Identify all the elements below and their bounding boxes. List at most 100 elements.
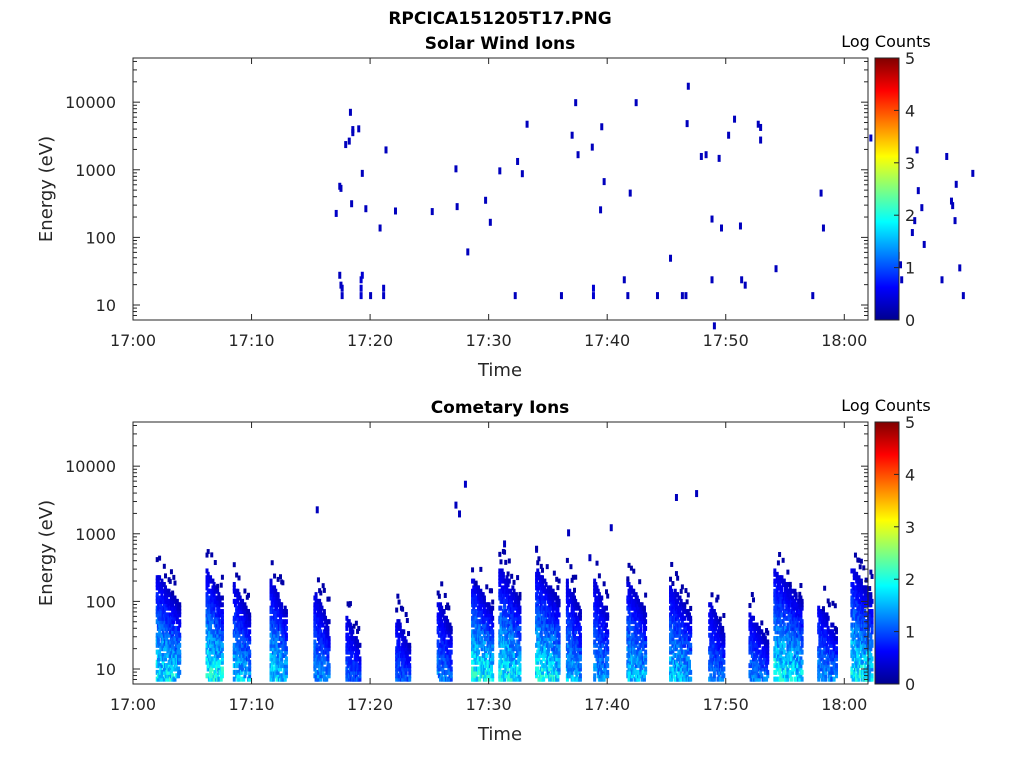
count-cell	[776, 560, 780, 566]
count-cell	[597, 625, 601, 631]
count-cell	[210, 642, 214, 648]
count-cell	[795, 612, 799, 618]
count-cell	[631, 619, 635, 625]
count-cell	[567, 649, 571, 655]
count-cell	[244, 669, 248, 675]
count-cell	[689, 619, 693, 625]
count-cell	[600, 663, 604, 669]
count-cell	[178, 622, 182, 628]
count-cell	[683, 609, 687, 615]
count-cell	[699, 152, 703, 160]
count-cell	[626, 652, 630, 658]
count-cell	[168, 676, 172, 682]
count-cell	[270, 588, 274, 594]
count-cell	[685, 632, 689, 638]
count-cell	[776, 652, 780, 658]
count-cell	[485, 636, 489, 642]
count-cell	[212, 581, 216, 587]
count-cell	[600, 639, 604, 645]
count-cell	[570, 663, 574, 669]
count-cell	[442, 636, 446, 642]
count-cell	[644, 642, 648, 648]
count-cell	[162, 676, 166, 682]
count-cell	[722, 632, 726, 638]
count-cell	[551, 642, 555, 648]
count-cell	[578, 663, 582, 669]
count-cell	[709, 656, 713, 662]
count-cell	[506, 642, 510, 648]
count-cell	[766, 656, 770, 662]
count-cell	[536, 585, 540, 591]
count-cell	[817, 649, 821, 655]
count-cell	[403, 676, 407, 682]
count-cell	[574, 99, 578, 107]
count-cell	[443, 673, 447, 679]
count-cell	[628, 592, 632, 598]
count-cell	[241, 663, 245, 669]
count-cell	[590, 143, 594, 151]
count-cell	[557, 632, 561, 638]
count-cell	[500, 659, 504, 665]
count-cell	[518, 605, 522, 611]
count-cell	[313, 625, 317, 631]
count-cell	[536, 622, 540, 628]
count-cell	[156, 659, 160, 665]
count-cell	[639, 629, 643, 635]
count-cell	[721, 676, 725, 682]
count-cell	[557, 666, 561, 672]
count-cell	[669, 622, 673, 628]
count-cell	[345, 622, 349, 628]
count-cell	[779, 632, 783, 638]
count-cell	[852, 673, 856, 679]
count-cell	[478, 676, 482, 682]
count-cell	[749, 632, 753, 638]
count-cell	[269, 619, 273, 625]
count-cell	[475, 676, 479, 682]
count-cell	[319, 602, 323, 608]
count-cell	[536, 588, 540, 594]
count-cell	[242, 652, 246, 658]
count-cell	[487, 602, 491, 608]
count-cell	[220, 574, 224, 580]
count-cell	[448, 622, 452, 628]
count-cell	[722, 652, 726, 658]
count-cell	[499, 559, 503, 565]
count-cell	[669, 619, 673, 625]
count-cell	[817, 669, 821, 675]
count-cell	[315, 646, 319, 652]
count-cell	[168, 592, 172, 598]
count-cell	[546, 585, 550, 591]
count-cell	[242, 619, 246, 625]
count-cell	[321, 669, 325, 675]
count-cell	[178, 669, 182, 675]
count-cell	[232, 656, 236, 662]
count-cell	[518, 669, 522, 675]
count-cell	[627, 622, 631, 628]
count-cell	[599, 666, 603, 672]
count-cell	[544, 663, 548, 669]
count-cell	[674, 646, 678, 652]
count-cell	[773, 588, 777, 594]
count-cell	[171, 646, 175, 652]
count-cell	[485, 584, 489, 590]
panel-cometary: Cometary Ions 17:00 17:10 17:20 17:30 17:40 1…	[36, 396, 931, 745]
count-cell	[238, 646, 242, 652]
count-cell	[753, 663, 757, 669]
count-cell	[491, 629, 495, 635]
count-cell	[487, 642, 491, 648]
count-cell	[327, 639, 331, 645]
count-cell	[717, 673, 721, 679]
count-cell	[319, 639, 323, 645]
count-cell	[674, 612, 678, 618]
count-cell	[351, 629, 355, 635]
count-cell	[169, 663, 173, 669]
count-cell	[404, 639, 408, 645]
count-cell	[471, 609, 475, 615]
axes-frame	[132, 57, 869, 321]
count-cell	[350, 652, 354, 658]
count-cell	[321, 642, 325, 648]
count-cell	[834, 666, 838, 672]
count-cell	[789, 598, 793, 604]
count-cell	[628, 625, 632, 631]
